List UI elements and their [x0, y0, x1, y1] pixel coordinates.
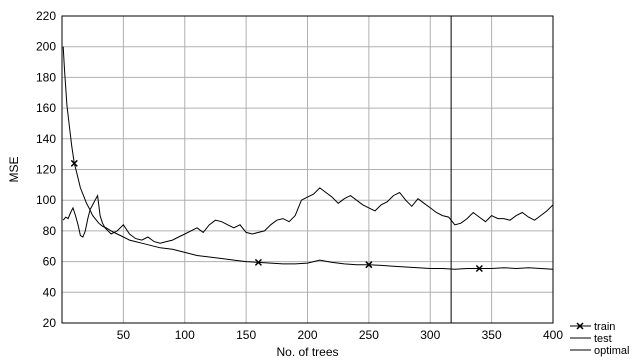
series-train-line: [62, 46, 554, 270]
y-axis-title: MSE: [7, 156, 21, 182]
y-tick-label: 20: [43, 316, 57, 330]
plot-frame: [61, 15, 554, 324]
x-axis-title: No. of trees: [276, 345, 338, 359]
series-test-line: [62, 187, 554, 244]
x-tick-label: 150: [236, 328, 256, 342]
tick-labels: 20 40 60 80 100 120 140 160 180 200 220 50 100 150 200…: [36, 9, 563, 342]
series-group: [62, 16, 554, 323]
legend-item-train: train: [570, 321, 615, 333]
x-tick-label: 50: [117, 328, 131, 342]
legend-label: train: [594, 321, 615, 333]
x-tick-label: 350: [482, 328, 502, 342]
legend-label: optimal: [594, 345, 629, 357]
legend-item-test: test: [570, 333, 612, 345]
y-tick-label: 160: [36, 101, 56, 115]
y-tick-label: 220: [36, 9, 56, 23]
x-tick-label: 200: [297, 328, 317, 342]
series-train-marker: [365, 261, 373, 269]
y-tick-label: 80: [43, 224, 57, 238]
legend-label: test: [594, 333, 612, 345]
legend-item-optimal: optimal: [570, 345, 629, 357]
series-train-marker: [70, 159, 78, 167]
y-tick-label: 120: [36, 163, 56, 177]
y-tick-label: 60: [43, 255, 57, 269]
y-tick-label: 40: [43, 285, 57, 299]
x-tick-label: 250: [359, 328, 379, 342]
y-tick-label: 200: [36, 40, 56, 54]
x-tick-label: 400: [543, 328, 563, 342]
x-tick-label: 300: [420, 328, 440, 342]
y-tick-label: 180: [36, 70, 56, 84]
grid: [62, 16, 553, 323]
y-tick-label: 140: [36, 132, 56, 146]
x-tick-label: 100: [175, 328, 195, 342]
y-tick-label: 100: [36, 193, 56, 207]
series-train-marker: [254, 258, 262, 266]
series-train-marker: [475, 264, 483, 273]
